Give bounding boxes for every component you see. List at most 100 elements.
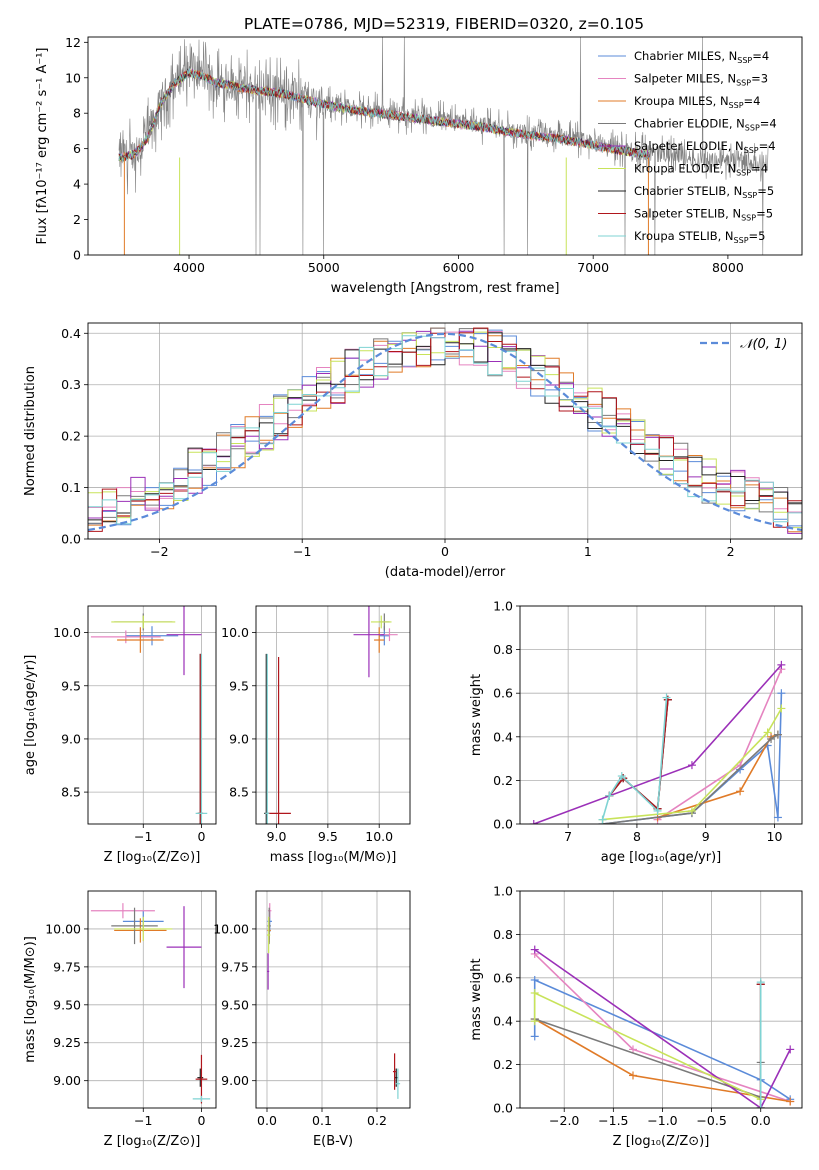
hist-chabrier-elodie	[88, 327, 802, 524]
errorbar-kroupa-stelib	[395, 1068, 401, 1099]
weight-line-kroupa-elodie	[602, 708, 783, 821]
legend-subscript: SSP	[736, 79, 751, 88]
axes-frame	[519, 605, 803, 825]
weight-marker-chabrier-miles	[773, 813, 782, 822]
y-tick-label: 9.25	[221, 1035, 249, 1050]
y-tick-label: 0.8	[493, 642, 513, 657]
x-axis-label: wavelength [Angstrom, rest frame]	[331, 281, 560, 296]
grid-lines	[520, 890, 802, 1109]
panel-mass-vs-Z: −1 0 9.00 9.25 9.50 9.75 10.00 Z [log₁₀(Z/Z⊙)] m…	[23, 890, 217, 1149]
y-tick-label: 0.2	[61, 429, 81, 444]
y-tick-label: 9.00	[53, 1073, 81, 1088]
weight-marker-chabrier-miles	[530, 1032, 539, 1041]
y-tick-label: 2	[73, 212, 81, 227]
x-tick-label: 7	[564, 829, 572, 844]
panel-mass-vs-ebv: 0.0 0.1 0.2 9.00 9.25 9.50 9.75 10.00 E(B-V)	[213, 890, 411, 1149]
y-tick-label: 10.00	[45, 921, 81, 936]
weight-marker-kroupa-elodie	[530, 1017, 539, 1026]
errorbar-kroupa-stelib	[192, 1095, 211, 1102]
y-tick-label: 0.2	[493, 1057, 513, 1072]
x-tick-label: −0.5	[696, 1113, 726, 1128]
x-tick-label: −1.5	[598, 1113, 628, 1128]
weight-marker-kroupa-elodie	[530, 988, 539, 997]
weight-marker-kroupa-stelib	[605, 791, 614, 800]
errorbar-kroupa-elodie	[111, 615, 176, 629]
errorbar-chabrier-elodie	[111, 907, 158, 945]
weight-marker-kroupa-miles	[736, 787, 745, 796]
y-tick-label: 10.00	[213, 921, 249, 936]
weight-marker-chabrier-miles	[777, 689, 786, 698]
weight-marker-kroupa-miles	[628, 1071, 637, 1080]
legend-nssp-value: =4	[752, 49, 769, 63]
x-tick-label: 1	[584, 544, 592, 559]
plot-area	[90, 903, 211, 1104]
y-tick-label: 9.00	[221, 1073, 249, 1088]
panel-residuals: −2 −1 0 1 2 0.0 0.1 0.2 0.3 0.4 (data-model)/error…	[23, 322, 803, 580]
legend-label-salpeter-stelib: Salpeter STELIB, NSSP=5	[634, 207, 773, 223]
x-tick-label: 8	[633, 829, 641, 844]
hist-chabrier-stelib	[88, 332, 802, 523]
grid-lines	[256, 606, 410, 824]
y-tick-label: 1.0	[493, 884, 513, 899]
y-axis-label: Flux [fλ10⁻¹⁷ erg cm⁻² s⁻¹ A⁻¹]	[35, 48, 50, 245]
axes-frame	[519, 890, 803, 1109]
y-tick-label: 9.5	[229, 678, 249, 693]
residuals-legend: 𝒩(0, 1)	[700, 337, 787, 352]
x-tick-label: 0.0	[751, 1113, 771, 1128]
weight-marker-salpeter-elodie	[529, 820, 538, 824]
y-tick-label: 0.6	[493, 970, 513, 985]
axes-frame	[87, 322, 803, 540]
x-tick-label: 2	[727, 544, 735, 559]
y-tick-label: 1.0	[493, 599, 513, 614]
legend-label-kroupa-miles: Kroupa MILES, NSSP=4	[634, 94, 760, 110]
plot-area	[118, 37, 769, 255]
y-axis-label: mass [log₁₀(M/M⊙)]	[23, 936, 38, 1063]
weight-line-kroupa-stelib	[601, 697, 668, 820]
errorbar-salpeter-elodie	[166, 906, 202, 989]
y-tick-label: 9.75	[53, 959, 81, 974]
panel-age-vs-mass: 9.0 9.5 10.0 8.5 9.0 9.5 10.0 mass [log₁₀(M/M⊙)…	[221, 605, 411, 865]
panel-weight-vs-age: 7 8 9 10 0.0 0.2 0.4 0.6 0.8 1.0 age [log₁₀(age/yr…	[469, 599, 803, 865]
x-axis-label: E(B-V)	[313, 1134, 353, 1149]
errorbar-kroupa-miles	[374, 627, 385, 653]
x-tick-label: 10	[767, 829, 783, 844]
y-tick-label: 9.0	[229, 731, 249, 746]
axes-frame	[255, 890, 411, 1109]
plot-area	[264, 606, 398, 824]
legend-nssp-value: =5	[757, 184, 774, 198]
y-tick-label: 10.0	[53, 625, 81, 640]
x-tick-label: −1.0	[647, 1113, 677, 1128]
y-tick-label: 4	[73, 177, 81, 192]
x-tick-label: −1	[293, 544, 311, 559]
x-tick-label: 0.0	[257, 1113, 277, 1128]
axes-frame	[255, 605, 411, 825]
weight-line-chabrier-miles	[602, 693, 783, 824]
weight-marker-kroupa-stelib	[617, 772, 626, 781]
axes-frame	[87, 36, 803, 256]
y-tick-label: 9.75	[221, 959, 249, 974]
x-tick-label: 6000	[443, 260, 475, 275]
legend-label-salpeter-elodie: Salpeter ELODIE, NSSP=4	[634, 139, 776, 155]
y-tick-label: 0	[73, 248, 81, 263]
y-tick-label: 9.50	[221, 997, 249, 1012]
legend-subscript: SSP	[745, 124, 760, 133]
legend-nssp-value: =4	[744, 94, 761, 108]
legend-nssp-value: =4	[760, 117, 777, 131]
y-tick-label: 0.1	[61, 480, 81, 495]
x-axis-label: Z [log₁₀(Z/Z⊙)]	[104, 1134, 201, 1149]
weight-marker-chabrier-elodie	[773, 730, 782, 739]
weight-line-kroupa-elodie	[533, 991, 762, 1101]
x-tick-label: −2.0	[549, 1113, 579, 1128]
axes-frame	[87, 605, 217, 825]
weight-marker-kroupa-stelib	[653, 806, 662, 815]
weight-marker-kroupa-miles	[786, 1097, 795, 1106]
x-tick-label: 9.0	[267, 829, 287, 844]
legend-nssp-value: =5	[756, 207, 773, 221]
y-tick-label: 10	[65, 70, 81, 85]
grid-lines	[520, 605, 802, 825]
grid-lines	[256, 891, 410, 1108]
x-axis-label: Z [log₁₀(Z/Z⊙)]	[104, 850, 201, 865]
errorbar-chabrier-stelib	[197, 1068, 204, 1087]
observed-spectrum-line	[118, 37, 769, 255]
